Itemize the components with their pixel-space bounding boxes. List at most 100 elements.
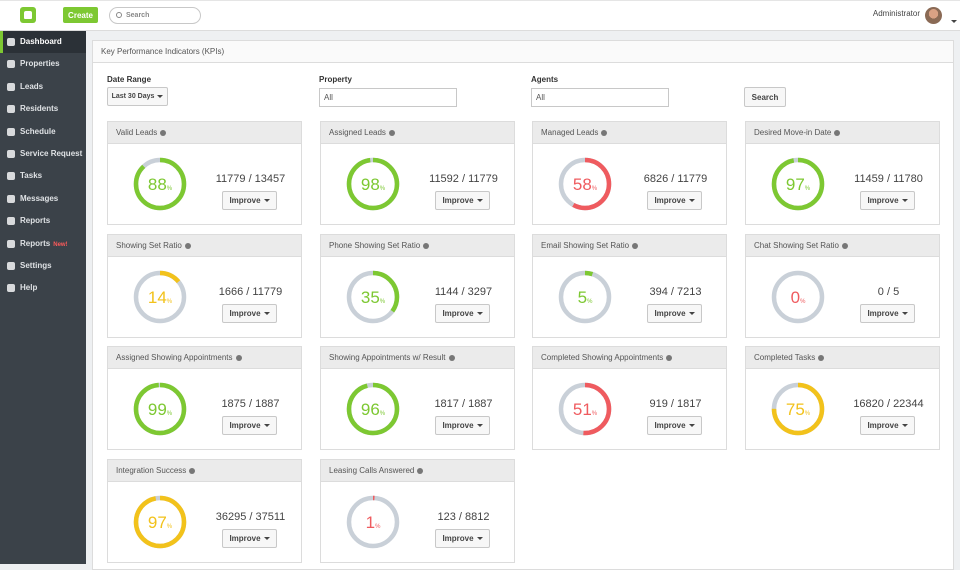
sidebar-label: Dashboard (20, 37, 62, 46)
sidebar-label: Reports New! (20, 238, 68, 248)
filter-input[interactable]: All (319, 88, 457, 107)
sidebar-label: Tasks (20, 171, 43, 181)
caret (688, 312, 695, 315)
percent-value: 97 (786, 175, 805, 194)
improve-button[interactable]: Improve (435, 304, 490, 323)
sidebar-item[interactable]: Help (0, 277, 86, 299)
percent-value: 58 (573, 175, 592, 194)
help-icon[interactable] (834, 129, 841, 136)
improve-label: Improve (229, 196, 261, 205)
gauge: 97% (133, 495, 187, 549)
gauge: 58% (558, 157, 612, 211)
improve-button[interactable]: Improve (435, 529, 490, 548)
improve-button[interactable]: Improve (860, 191, 915, 210)
avatar[interactable] (925, 7, 942, 24)
caret (901, 424, 908, 427)
logo[interactable] (20, 7, 36, 23)
filter-input[interactable]: All (531, 88, 669, 107)
improve-button[interactable]: Improve (222, 529, 277, 548)
improve-button[interactable]: Improve (647, 191, 702, 210)
sidebar-label: Residents (20, 104, 59, 114)
card-title: Assigned Leads (329, 128, 395, 137)
help-icon[interactable] (423, 242, 430, 249)
card-header (107, 121, 302, 144)
gauge-arc (558, 382, 612, 436)
help-icon[interactable] (666, 354, 673, 361)
help-icon[interactable] (632, 242, 639, 249)
improve-button[interactable]: Improve (222, 191, 277, 210)
improve-label: Improve (229, 534, 261, 543)
sidebar-label: Messages (20, 193, 59, 203)
percent-sign: % (167, 524, 173, 530)
sidebar-item[interactable]: Leads (0, 76, 86, 98)
percent-sign: % (380, 186, 386, 192)
improve-button[interactable]: Improve (860, 416, 915, 435)
percent-value: 98 (361, 175, 380, 194)
sidebar-item[interactable]: Properties (0, 53, 86, 75)
sidebar-icon (7, 150, 15, 158)
sidebar-item[interactable]: Messages (0, 188, 86, 210)
improve-label: Improve (442, 534, 474, 543)
card-title: Email Showing Set Ratio (541, 241, 639, 250)
create-button[interactable]: Create (63, 7, 98, 23)
panel-title: Key Performance Indicators (KPIs) (101, 47, 225, 56)
date-range-dropdown[interactable]: Last 30 Days (107, 87, 168, 106)
sidebar-item[interactable]: Reports (0, 210, 86, 232)
kpi-card: Leasing Calls Answered 1% 123 / 8812 Improv… (320, 459, 515, 563)
sidebar-item[interactable]: Service Request (0, 143, 86, 165)
help-icon[interactable] (841, 242, 848, 249)
help-icon[interactable] (160, 129, 167, 136)
card-header (320, 121, 515, 144)
help-icon[interactable] (417, 467, 424, 474)
sidebar-item[interactable]: Settings (0, 255, 86, 277)
sidebar-icon (7, 172, 15, 181)
improve-button[interactable]: Improve (647, 416, 702, 435)
sidebar-icon (7, 105, 15, 114)
improve-button[interactable]: Improve (647, 304, 702, 323)
percent-value: 5 (578, 288, 587, 307)
improve-label: Improve (442, 196, 474, 205)
gauge-arc (133, 495, 187, 549)
percent-value: 14 (148, 288, 167, 307)
sidebar-item[interactable]: Dashboard (0, 31, 86, 53)
search-box[interactable]: Search (109, 7, 201, 24)
help-icon[interactable] (235, 354, 242, 361)
sidebar-item[interactable]: Reports New! (0, 233, 86, 255)
improve-button[interactable]: Improve (860, 304, 915, 323)
improve-button[interactable]: Improve (435, 191, 490, 210)
sidebar-item[interactable]: Residents (0, 98, 86, 120)
filter-label: Property (319, 75, 352, 84)
help-icon[interactable] (388, 129, 395, 136)
gauge-percent: 1% (366, 513, 381, 532)
caret (951, 20, 957, 24)
help-icon[interactable] (184, 242, 191, 249)
kpi-ratio: 1666 / 11779 (218, 286, 283, 298)
percent-sign: % (805, 411, 811, 417)
improve-label: Improve (229, 309, 261, 318)
sidebar-icon (7, 38, 15, 46)
search-button[interactable]: Search (744, 87, 786, 107)
help-icon[interactable] (818, 354, 825, 361)
sidebar-item[interactable]: Tasks (0, 165, 86, 187)
caret (688, 424, 695, 427)
help-icon[interactable] (448, 354, 455, 361)
card-header (532, 121, 727, 144)
percent-value: 99 (148, 400, 167, 419)
user-name[interactable]: Administrator (872, 9, 920, 18)
sidebar-icon (7, 262, 15, 270)
improve-button[interactable]: Improve (222, 304, 277, 323)
help-icon[interactable] (601, 129, 608, 136)
user-caret[interactable] (948, 13, 957, 24)
gauge-percent: 99% (148, 400, 173, 419)
sidebar-item[interactable]: Schedule (0, 121, 86, 143)
kpi-ratio: 11592 / 11779 (429, 173, 498, 185)
improve-button[interactable]: Improve (222, 416, 277, 435)
percent-sign: % (800, 299, 806, 305)
card-title: Integration Success (116, 466, 196, 475)
help-icon[interactable] (189, 467, 196, 474)
card-title: Completed Showing Appointments (541, 353, 673, 362)
improve-button[interactable]: Improve (435, 416, 490, 435)
kpi-ratio: 919 / 1817 (649, 398, 702, 410)
search-icon (116, 12, 122, 18)
